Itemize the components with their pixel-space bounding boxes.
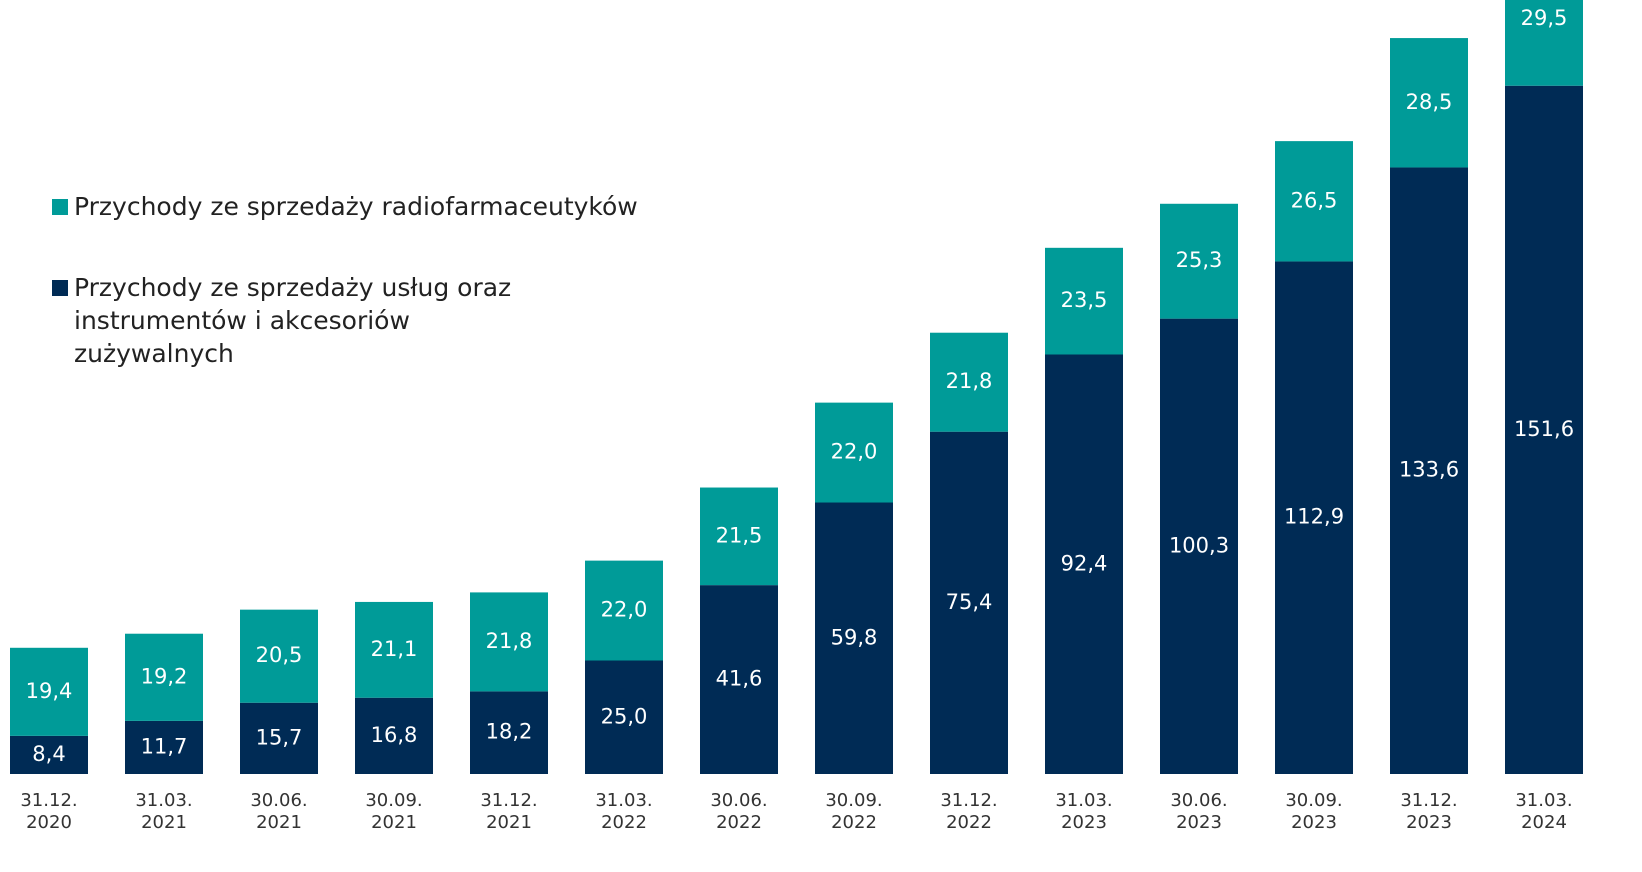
value-label: 25,0 <box>601 704 648 728</box>
value-label: 20,5 <box>256 643 303 667</box>
bar-segment <box>1275 141 1353 262</box>
value-label: 21,1 <box>371 637 418 661</box>
legend-entry: Przychody ze sprzedaży usług oraz instru… <box>52 271 554 370</box>
bar-segment <box>1390 167 1468 774</box>
value-label: 21,5 <box>716 523 763 547</box>
bar-segment <box>815 402 893 503</box>
bar-segment <box>355 601 433 698</box>
value-label: 29,5 <box>1521 6 1568 30</box>
value-label: 151,6 <box>1514 417 1574 441</box>
value-label: 112,9 <box>1284 505 1344 529</box>
value-label: 75,4 <box>946 590 993 614</box>
bar-segment <box>700 585 778 774</box>
x-tick-label: 30.09. 2022 <box>825 790 883 833</box>
value-label: 23,5 <box>1061 288 1108 312</box>
bar-segment <box>1505 0 1583 86</box>
value-label: 18,2 <box>486 720 533 744</box>
x-tick-label: 30.06. 2023 <box>1170 790 1228 833</box>
value-label: 21,8 <box>946 369 993 393</box>
bar-segment <box>1045 247 1123 355</box>
bar-segment <box>930 332 1008 432</box>
value-label: 92,4 <box>1061 551 1108 575</box>
legend-label: Przychody ze sprzedaży radiofarmaceutykó… <box>74 192 638 221</box>
bar-segment <box>240 702 318 774</box>
bar-segment <box>1505 85 1583 774</box>
value-label: 100,3 <box>1169 533 1229 557</box>
value-label: 25,3 <box>1176 248 1223 272</box>
value-label: 8,4 <box>32 742 65 766</box>
x-tick-label: 31.03. 2023 <box>1055 790 1113 833</box>
x-tick-label: 30.06. 2022 <box>710 790 768 833</box>
value-label: 22,0 <box>831 440 878 464</box>
bar-segment <box>585 660 663 774</box>
bar-segment <box>470 691 548 774</box>
legend-swatch <box>52 280 68 296</box>
value-label: 41,6 <box>716 667 763 691</box>
legend-swatch <box>52 199 68 215</box>
bar-segment <box>125 633 203 721</box>
bar-segment <box>1275 261 1353 775</box>
value-label: 21,8 <box>486 629 533 653</box>
bar-segment <box>1160 203 1238 319</box>
value-label: 16,8 <box>371 723 418 747</box>
x-tick-label: 31.12. 2023 <box>1400 790 1458 833</box>
bar-segment <box>930 431 1008 774</box>
x-tick-label: 31.12. 2021 <box>480 790 538 833</box>
x-tick-label: 31.03. 2022 <box>595 790 653 833</box>
bar-segment <box>240 609 318 703</box>
bar-segment <box>1390 38 1468 168</box>
bar-segment <box>355 697 433 774</box>
x-tick-label: 31.03. 2024 <box>1515 790 1573 833</box>
value-label: 19,2 <box>141 664 188 688</box>
bar-segment <box>1045 354 1123 774</box>
value-label: 11,7 <box>141 734 188 758</box>
value-label: 22,0 <box>601 598 648 622</box>
bar-segment <box>470 592 548 692</box>
value-label: 133,6 <box>1399 458 1459 482</box>
x-tick-label: 31.03. 2021 <box>135 790 193 833</box>
value-label: 15,7 <box>256 725 303 749</box>
value-label: 28,5 <box>1406 90 1453 114</box>
value-label: 26,5 <box>1291 188 1338 212</box>
bar-segment <box>10 647 88 736</box>
bar-segment <box>1160 318 1238 774</box>
x-tick-label: 30.09. 2023 <box>1285 790 1343 833</box>
x-tick-label: 31.12. 2022 <box>940 790 998 833</box>
bar-segment <box>700 487 778 586</box>
legend-entry: Przychody ze sprzedaży radiofarmaceutykó… <box>52 190 714 223</box>
bar-segment <box>815 502 893 774</box>
value-label: 19,4 <box>26 679 73 703</box>
bar-segment <box>10 735 88 774</box>
x-tick-label: 30.06. 2021 <box>250 790 308 833</box>
bar-segment <box>125 720 203 774</box>
bar-segment <box>585 560 663 661</box>
value-label: 59,8 <box>831 625 878 649</box>
x-tick-label: 31.12. 2020 <box>20 790 78 833</box>
x-tick-label: 30.09. 2021 <box>365 790 423 833</box>
legend-label: Przychody ze sprzedaży usług oraz instru… <box>74 273 512 368</box>
